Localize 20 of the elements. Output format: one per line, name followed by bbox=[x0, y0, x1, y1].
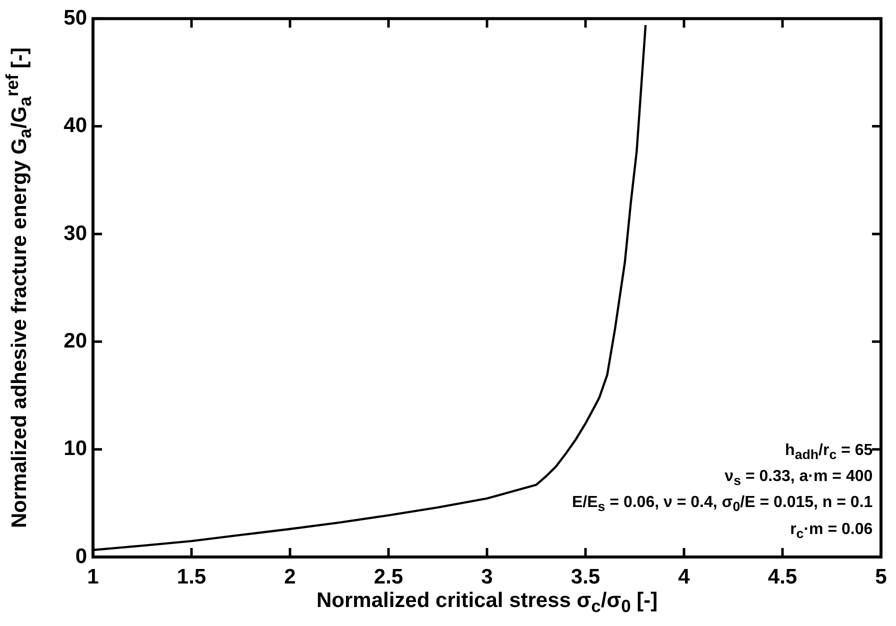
x-tick-label: 3 bbox=[481, 565, 493, 588]
y-tick-label: 50 bbox=[64, 6, 87, 30]
annotation: E/E$_{s}$ = 0.06, ν = 0.4, σ$_{0}$/E = 0.015, n = 0.1 bbox=[572, 493, 873, 517]
x-tick-label: 5 bbox=[875, 565, 888, 588]
x-tick-label: 1 bbox=[87, 565, 100, 588]
x-tick-label: 1.5 bbox=[176, 565, 206, 588]
y-tick-label: 20 bbox=[64, 329, 87, 352]
y-tick-label: 10 bbox=[64, 437, 87, 460]
x-tick-label: 3.5 bbox=[570, 565, 600, 588]
x-tick-label: 4.5 bbox=[768, 565, 798, 588]
y-tick-label: 40 bbox=[64, 114, 87, 138]
x-tick-label: 4 bbox=[678, 565, 690, 588]
annotation: r$_{c}$·m = 0.06 bbox=[789, 520, 873, 543]
annotation: h$_{adh}$/r$_{c}$ = 65 bbox=[784, 441, 873, 464]
y-tick-label: 30 bbox=[64, 222, 87, 245]
x-tick-label: 2.5 bbox=[374, 565, 404, 588]
x-axis-title: Normalized critical stress σ$_{c}$/σ$_{0}$ [-] bbox=[316, 589, 658, 618]
y-tick-label: 0 bbox=[75, 544, 87, 568]
x-tick-label: 2 bbox=[284, 565, 296, 588]
annotation: ν$_{s}$ = 0.33, a·m = 400 bbox=[724, 467, 873, 490]
